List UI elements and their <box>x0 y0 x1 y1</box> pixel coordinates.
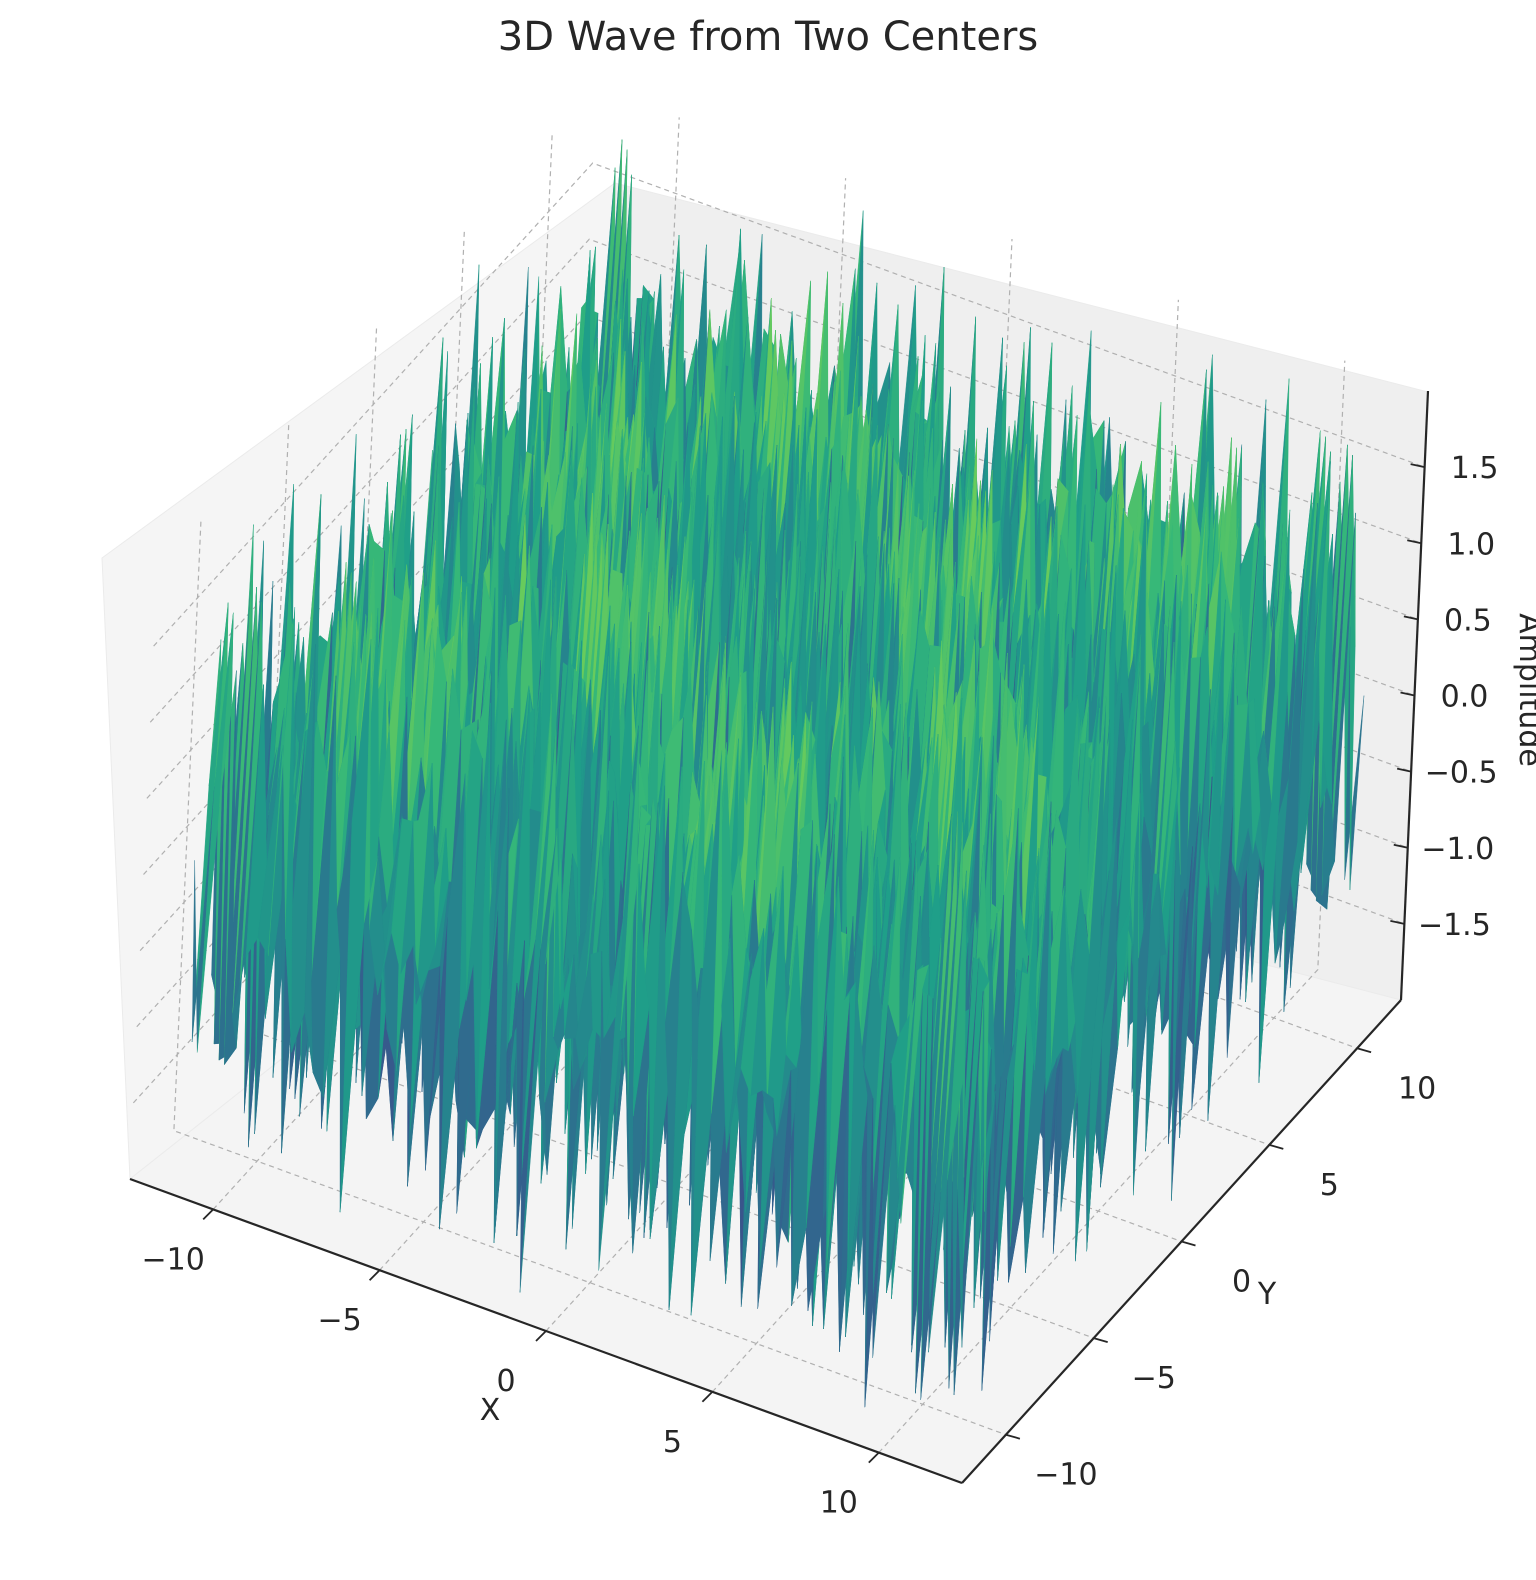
y-tick <box>1005 1433 1021 1440</box>
y-tick <box>1093 1337 1108 1343</box>
y-tick-label: 5 <box>1320 1168 1339 1203</box>
z-tick-label: −1.5 <box>1418 908 1491 943</box>
z-gridline <box>149 238 1422 723</box>
x-tick-label: −10 <box>142 1242 205 1277</box>
x-tick-label: 10 <box>820 1486 858 1521</box>
x-tick-label: −5 <box>317 1303 361 1338</box>
z-axis-label: Amplitude <box>1512 613 1536 767</box>
x-axis-label: X <box>480 1393 501 1428</box>
z-tick-label: 1.5 <box>1451 451 1499 486</box>
y-axis-label: Y <box>1257 1277 1277 1312</box>
y-tick-label: 0 <box>1232 1265 1251 1300</box>
z-tick-label: 1.0 <box>1447 527 1495 562</box>
x-gridline <box>878 360 1346 1454</box>
z-tick-label: −0.5 <box>1425 756 1498 791</box>
y-tick <box>1356 1047 1372 1054</box>
y-tick <box>1181 1240 1196 1247</box>
x-tick <box>701 1391 714 1403</box>
z-tick-label: 0.0 <box>1441 680 1489 715</box>
x-tick <box>868 1451 880 1464</box>
surface <box>191 139 1365 1408</box>
x-tick <box>202 1208 214 1221</box>
y-tick <box>1269 1144 1284 1150</box>
x-tick-label: 5 <box>663 1425 682 1460</box>
z-gridline <box>153 162 1425 647</box>
y-tick-label: 10 <box>1398 1071 1436 1106</box>
y-tick-label: −10 <box>1034 1458 1097 1493</box>
y-gridline <box>173 521 1007 1436</box>
z-tick-label: 0.5 <box>1444 603 1492 638</box>
chart-title: 3D Wave from Two Centers <box>497 14 1039 60</box>
x-tick <box>535 1330 547 1342</box>
y-tick-label: −5 <box>1132 1361 1176 1396</box>
z-tick-label: −1.0 <box>1421 832 1494 867</box>
x-tick <box>368 1269 381 1281</box>
